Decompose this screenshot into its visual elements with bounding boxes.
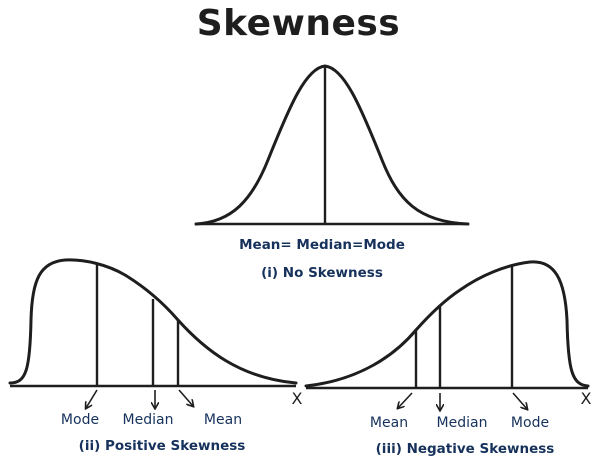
- caption-negative-skewness: (iii) Negative Skewness: [376, 441, 555, 457]
- positive-skew-curve: [8, 258, 298, 385]
- label-median-negative: Median: [437, 415, 488, 431]
- arrow-down-icon: [512, 392, 527, 409]
- caption-no-skewness: (i) No Skewness: [261, 265, 383, 281]
- label-median-positive: Median: [123, 412, 174, 428]
- equation-label: Mean= Median=Mode: [239, 237, 405, 253]
- panel-positive-skewness: Mode Median Mean X (ii) Positive Skewnes…: [8, 258, 303, 454]
- caption-positive-skewness: (ii) Positive Skewness: [79, 438, 246, 454]
- arrow-down-icon: [398, 392, 413, 408]
- arrow-down-icon: [86, 389, 98, 408]
- label-mode-negative: Mode: [511, 415, 549, 431]
- x-axis-label-positive: X: [292, 389, 303, 408]
- arrow-down-icon: [178, 389, 193, 406]
- panel-no-skewness: Mean= Median=Mode (i) No Skewness: [194, 64, 470, 281]
- x-axis-label-negative: X: [581, 389, 592, 408]
- symmetric-curve: [194, 64, 470, 226]
- negative-skew-curve: [304, 260, 590, 388]
- page-title: Skewness: [196, 3, 401, 44]
- label-mode-positive: Mode: [61, 412, 99, 428]
- label-mean-positive: Mean: [204, 412, 242, 428]
- label-mean-negative: Mean: [370, 415, 408, 431]
- panel-negative-skewness: Mean Median Mode X (iii) Negative Skewne…: [304, 260, 592, 457]
